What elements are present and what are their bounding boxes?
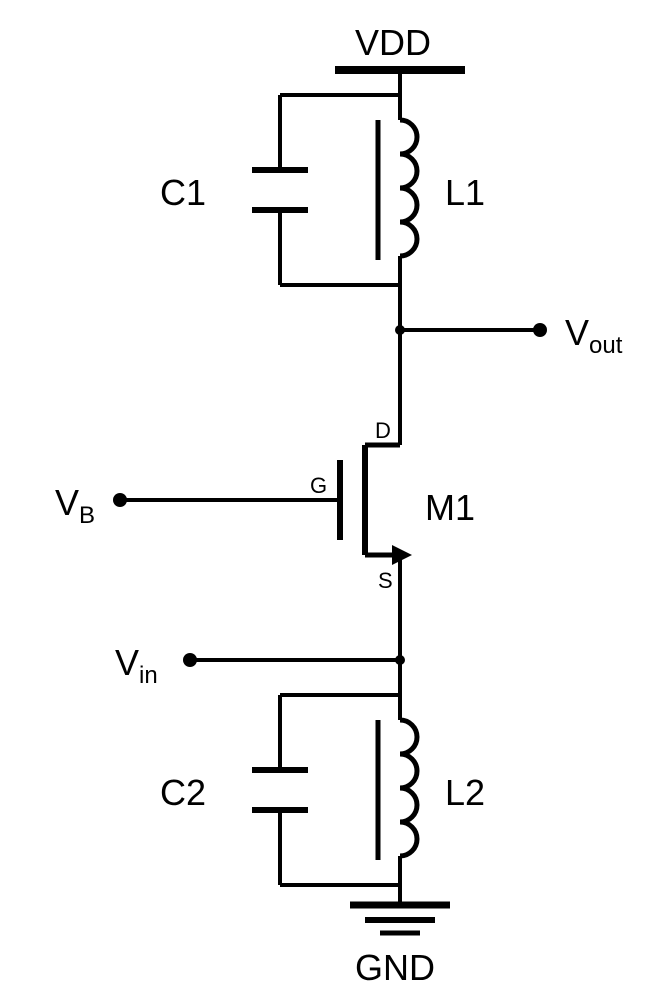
vb-label: VB: [55, 482, 95, 529]
gate-letter: G: [310, 473, 327, 498]
vout-label: Vout: [565, 312, 623, 359]
inductor-l1: [360, 95, 417, 285]
drain-letter: D: [375, 418, 391, 443]
c2-label: C2: [160, 772, 206, 813]
inductor-l2: [360, 695, 417, 905]
vin-label: Vin: [115, 642, 158, 689]
mosfet-m1: D G S M1: [113, 418, 475, 695]
circuit-diagram: VDD C1 L1: [0, 0, 651, 1000]
l2-label: L2: [445, 772, 485, 813]
vout-node: Vout: [400, 312, 623, 359]
capacitor-c2: [252, 770, 308, 810]
junction-dot: [395, 325, 405, 335]
l1-label: L1: [445, 172, 485, 213]
c1-label: C1: [160, 172, 206, 213]
capacitor-c1: [252, 170, 308, 210]
m1-label: M1: [425, 487, 475, 528]
vin-node: Vin: [115, 642, 400, 689]
vb-terminal: [113, 493, 127, 507]
vdd-rail: VDD: [335, 22, 465, 95]
gnd-label: GND: [355, 947, 435, 988]
vdd-label: VDD: [355, 22, 431, 63]
top-tank: C1 L1: [160, 95, 485, 285]
source-letter: S: [378, 568, 393, 593]
gnd-symbol: GND: [350, 905, 450, 988]
junction-dot: [395, 655, 405, 665]
bottom-tank: C2 L2: [160, 695, 485, 905]
